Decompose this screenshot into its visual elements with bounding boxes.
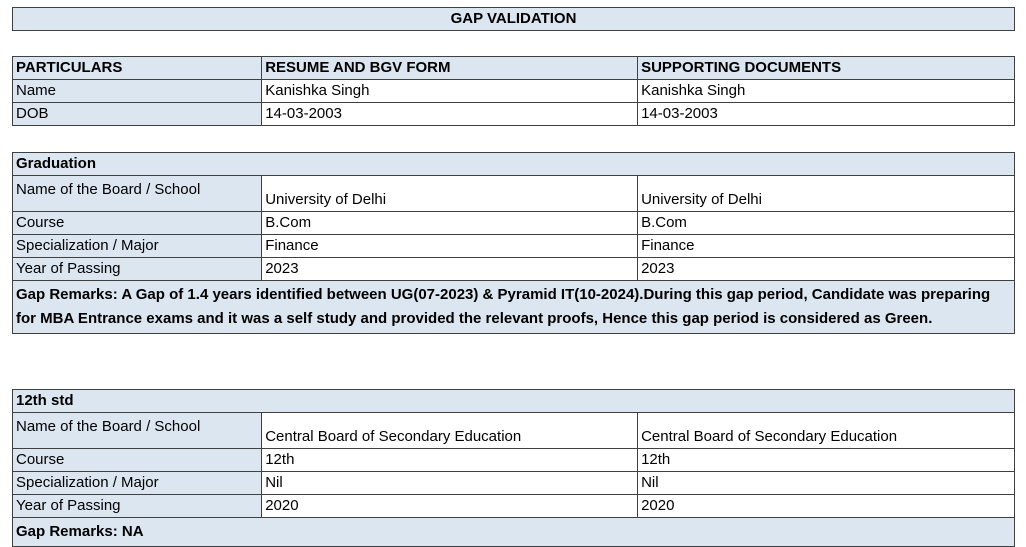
section-heading: Graduation	[12, 152, 1015, 176]
docs-value: Kanishka Singh	[637, 79, 1015, 103]
resume-value: University of Delhi	[261, 175, 639, 212]
resume-value: 14-03-2003	[261, 102, 639, 126]
row-label: Specialization / Major	[11, 234, 263, 258]
gap-remarks: Gap Remarks: NA	[12, 517, 1015, 547]
section-heading: 12th std	[12, 389, 1015, 413]
table-row: Name Kanishka Singh Kanishka Singh	[11, 79, 1015, 103]
table-row: DOB 14-03-2003 14-03-2003	[11, 102, 1015, 126]
gap-remarks: Gap Remarks: A Gap of 1.4 years identifi…	[12, 280, 1015, 334]
page-title: GAP VALIDATION	[12, 7, 1015, 31]
row-label: Name	[11, 79, 263, 103]
row-label: Course	[11, 448, 263, 472]
row-label: Specialization / Major	[11, 471, 263, 495]
table-row: Specialization / Major Nil Nil	[11, 471, 1015, 495]
table-row: Year of Passing 2023 2023	[11, 257, 1015, 281]
resume-value: Kanishka Singh	[261, 79, 639, 103]
header-docs: SUPPORTING DOCUMENTS	[637, 56, 1015, 80]
section-heading-row: Graduation	[12, 152, 1015, 176]
graduation-table: Graduation Name of the Board / School Un…	[11, 152, 1015, 334]
header-resume: RESUME AND BGV FORM	[261, 56, 639, 80]
resume-value: Nil	[261, 471, 639, 495]
docs-value: Finance	[637, 234, 1015, 258]
row-label: Year of Passing	[11, 494, 263, 518]
table-row: Year of Passing 2020 2020	[11, 494, 1015, 518]
table-row: Course 12th 12th	[11, 448, 1015, 472]
table-row: Name of the Board / School Central Board…	[11, 412, 1015, 449]
docs-value: Central Board of Secondary Education	[637, 412, 1015, 449]
resume-value: 2020	[261, 494, 639, 518]
docs-value: University of Delhi	[637, 175, 1015, 212]
table-row: Specialization / Major Finance Finance	[11, 234, 1015, 258]
docs-value: 2020	[637, 494, 1015, 518]
row-label: Course	[11, 211, 263, 235]
row-label: Year of Passing	[11, 257, 263, 281]
section-heading-row: 12th std	[12, 389, 1015, 413]
docs-value: 14-03-2003	[637, 102, 1015, 126]
twelfth-table: 12th std Name of the Board / School Cent…	[11, 389, 1015, 547]
row-label: Name of the Board / School	[11, 412, 263, 449]
table-row: Name of the Board / School University of…	[11, 175, 1015, 212]
header-particulars: PARTICULARS	[11, 56, 263, 80]
docs-value: 2023	[637, 257, 1015, 281]
row-label: DOB	[11, 102, 263, 126]
resume-value: 12th	[261, 448, 639, 472]
table-row: Course B.Com B.Com	[11, 211, 1015, 235]
title-table: GAP VALIDATION	[12, 7, 1015, 31]
docs-value: Nil	[637, 471, 1015, 495]
docs-value: B.Com	[637, 211, 1015, 235]
resume-value: 2023	[261, 257, 639, 281]
docs-value: 12th	[637, 448, 1015, 472]
resume-value: Central Board of Secondary Education	[261, 412, 639, 449]
resume-value: B.Com	[261, 211, 639, 235]
remarks-row: Gap Remarks: NA	[12, 517, 1015, 547]
row-label: Name of the Board / School	[11, 175, 263, 212]
personal-table: PARTICULARS RESUME AND BGV FORM SUPPORTI…	[11, 56, 1015, 126]
resume-value: Finance	[261, 234, 639, 258]
remarks-row: Gap Remarks: A Gap of 1.4 years identifi…	[12, 280, 1015, 334]
header-row: PARTICULARS RESUME AND BGV FORM SUPPORTI…	[11, 56, 1015, 80]
